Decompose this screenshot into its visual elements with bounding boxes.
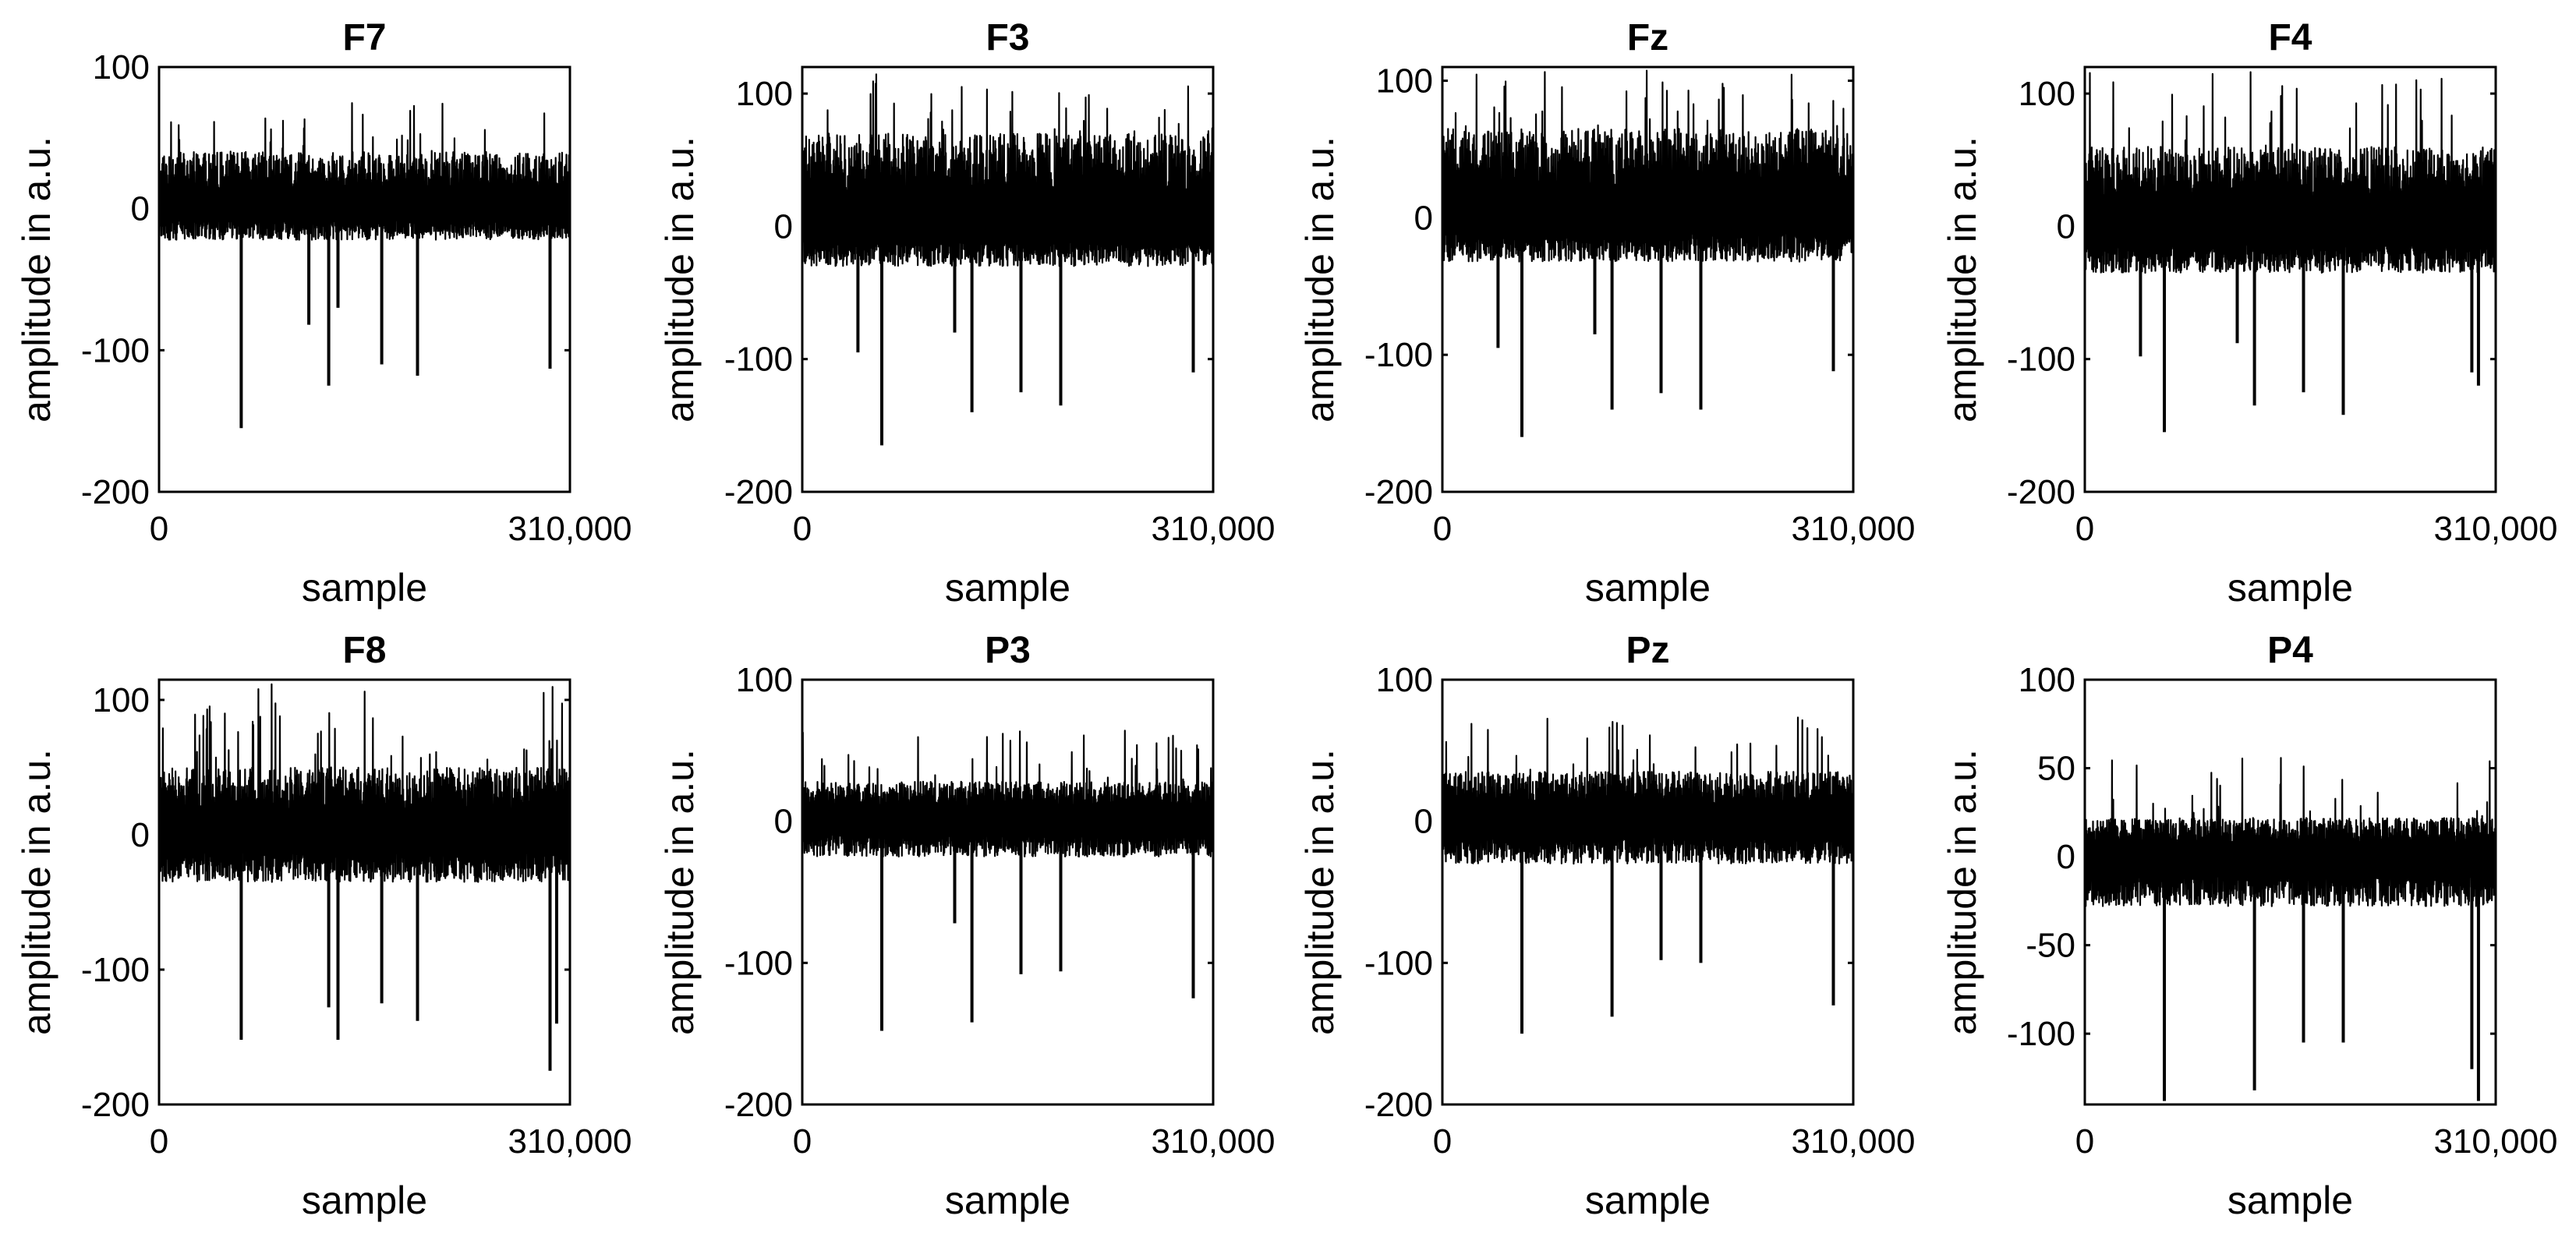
x-axis-label-p4: sample (2227, 1179, 2353, 1222)
chart-title-f8: F8 (342, 630, 386, 671)
panel-f7: -200 -100 0 100 0 310,000 F7 sample amplitude in… (15, 17, 632, 610)
ytick-label-f3: 0 (774, 207, 793, 246)
axes-frame-f4 (2083, 65, 2497, 493)
xtick-label-f4: 310,000 (2433, 510, 2557, 548)
ytick-label-f4: 0 (2057, 207, 2075, 246)
axes-frame-f3 (801, 65, 1215, 493)
y-axis-label-f4: amplitude in a.u. (1941, 136, 1984, 422)
xtick-label-pz: 310,000 (1791, 1122, 1915, 1161)
series-line-fz (1442, 69, 1853, 263)
ytick-label-f3: -200 (724, 473, 793, 511)
chart-title-fz: Fz (1627, 17, 1668, 58)
axes-frame-f7 (157, 65, 571, 493)
axes-frame-pz (1441, 678, 1855, 1106)
chart-title-pz: Pz (1626, 630, 1669, 671)
y-axis-label-p3: amplitude in a.u. (658, 749, 702, 1035)
xtick-label-p3: 310,000 (1151, 1122, 1275, 1161)
chart-title-f3: F3 (985, 17, 1029, 58)
ytick-label-p4: 50 (2037, 750, 2075, 788)
ytick-label-p4: -50 (2026, 927, 2075, 965)
x-axis-label-pz: sample (1585, 1179, 1711, 1222)
xtick-label-f7: 310,000 (508, 510, 632, 548)
ytick-label-fz: -100 (1364, 336, 1433, 374)
xtick-label-p4: 310,000 (2433, 1122, 2557, 1161)
ytick-label-f4: 100 (2019, 75, 2075, 113)
ytick-label-pz: 100 (1376, 661, 1433, 699)
ytick-label-p3: -100 (724, 944, 793, 982)
x-axis-label-f7: sample (302, 566, 427, 610)
axes-frame-f8 (157, 678, 571, 1106)
xtick-label-f3: 0 (793, 510, 812, 548)
panel-fz: -200 -100 0 100 0 310,000 Fz sample amplitude in… (1298, 17, 1916, 610)
y-axis-label-pz: amplitude in a.u. (1298, 749, 1342, 1035)
ytick-label-f8: -200 (81, 1086, 150, 1124)
ytick-label-f3: 100 (736, 75, 793, 113)
x-axis-label-fz: sample (1585, 566, 1711, 610)
series-line-f8 (159, 683, 570, 883)
xtick-label-fz: 0 (1433, 510, 1452, 548)
ytick-label-p4: 0 (2057, 838, 2075, 876)
chart-title-f7: F7 (342, 17, 386, 58)
series-line-f7 (159, 102, 570, 241)
ytick-label-p3: 100 (736, 661, 793, 699)
panel-pz: -200 -100 0 100 0 310,000 Pz sample amplitude in… (1298, 630, 1916, 1222)
series-line-p4 (2085, 757, 2496, 907)
xtick-label-f7: 0 (150, 510, 168, 548)
xtick-label-f8: 0 (150, 1122, 168, 1161)
x-axis-label-f3: sample (945, 566, 1070, 610)
axes-frame-fz (1441, 65, 1855, 493)
ytick-label-f7: 0 (131, 190, 150, 228)
ytick-label-f8: 0 (131, 816, 150, 854)
ytick-label-f8: 100 (93, 681, 150, 719)
ytick-label-pz: -100 (1364, 944, 1433, 982)
ytick-label-f8: -100 (81, 951, 150, 989)
y-axis-label-f8: amplitude in a.u. (15, 749, 58, 1035)
panel-p3: -200 -100 0 100 0 310,000 P3 sample amplitude in… (658, 630, 1276, 1222)
axes-frame-p4 (2083, 678, 2497, 1106)
xtick-label-pz: 0 (1433, 1122, 1452, 1161)
ytick-label-f7: -100 (81, 331, 150, 369)
xtick-label-f3: 310,000 (1151, 510, 1275, 548)
series-line-f3 (802, 73, 1213, 267)
xtick-label-p4: 0 (2075, 1122, 2094, 1161)
chart-title-p4: P4 (2267, 630, 2313, 671)
ytick-label-pz: 0 (1414, 803, 1433, 841)
y-axis-label-p4: amplitude in a.u. (1941, 749, 1984, 1035)
panel-f8: -200 -100 0 100 0 310,000 F8 sample amplitude in… (15, 630, 632, 1222)
ytick-label-f7: -200 (81, 473, 150, 511)
ytick-label-p4: 100 (2019, 661, 2075, 699)
xtick-label-fz: 310,000 (1791, 510, 1915, 548)
xtick-label-f8: 310,000 (508, 1122, 632, 1161)
ytick-label-f3: -100 (724, 341, 793, 379)
series-line-p3 (802, 730, 1213, 858)
xtick-label-p3: 0 (793, 1122, 812, 1161)
chart-title-f4: F4 (2268, 17, 2312, 58)
ytick-label-fz: 0 (1414, 199, 1433, 237)
ytick-label-f4: -200 (2007, 473, 2075, 511)
axes-frame-p3 (801, 678, 1215, 1106)
x-axis-label-f8: sample (302, 1179, 427, 1222)
ytick-label-f7: 100 (93, 48, 150, 87)
ytick-label-pz: -200 (1364, 1086, 1433, 1124)
y-axis-label-f3: amplitude in a.u. (658, 136, 702, 422)
y-axis-label-fz: amplitude in a.u. (1298, 136, 1342, 422)
panel-p4: -100 -50 0 50 100 0 310,000 P4 sample amplitude i… (1941, 630, 2558, 1222)
ytick-label-fz: 100 (1376, 62, 1433, 101)
panel-f4: -200 -100 0 100 0 310,000 F4 sample amplitude in… (1941, 17, 2558, 610)
ytick-label-p3: 0 (774, 803, 793, 841)
chart-title-p3: P3 (985, 630, 1031, 671)
ytick-label-fz: -200 (1364, 473, 1433, 511)
series-line-pz (1442, 716, 1853, 865)
ytick-label-p3: -200 (724, 1086, 793, 1124)
panel-f3: -200 -100 0 100 0 310,000 F3 sample amplitude in… (658, 17, 1276, 610)
xtick-label-f4: 0 (2075, 510, 2094, 548)
series-line-f4 (2085, 71, 2496, 274)
x-axis-label-p3: sample (945, 1179, 1070, 1222)
x-axis-label-f4: sample (2227, 566, 2353, 610)
ytick-label-p4: -100 (2007, 1015, 2075, 1053)
y-axis-label-f7: amplitude in a.u. (15, 136, 58, 422)
ytick-label-f4: -100 (2007, 341, 2075, 379)
